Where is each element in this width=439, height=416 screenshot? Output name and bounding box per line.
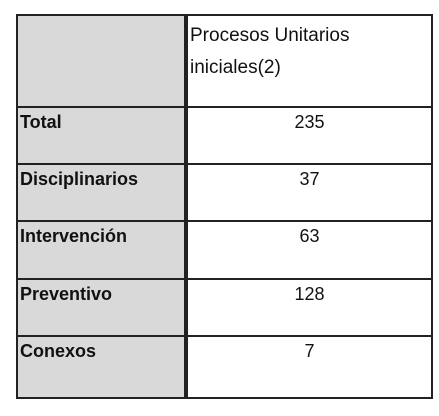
- row-label-total: Total: [18, 108, 186, 165]
- column-header: Procesos Unitarios iniciales(2): [186, 16, 431, 108]
- row-value-total: 235: [186, 108, 431, 165]
- row-label-preventivo: Preventivo: [18, 280, 186, 337]
- row-label-conexos: Conexos: [18, 337, 186, 397]
- row-value-conexos: 7: [186, 337, 431, 397]
- row-value-intervencion: 63: [186, 222, 431, 280]
- row-value-preventivo: 128: [186, 280, 431, 337]
- table-corner-cell: [18, 16, 186, 108]
- data-table: Procesos Unitarios iniciales(2) Total 23…: [16, 14, 433, 399]
- row-label-disciplinarios: Disciplinarios: [18, 165, 186, 222]
- row-value-disciplinarios: 37: [186, 165, 431, 222]
- row-label-intervencion: Intervención: [18, 222, 186, 280]
